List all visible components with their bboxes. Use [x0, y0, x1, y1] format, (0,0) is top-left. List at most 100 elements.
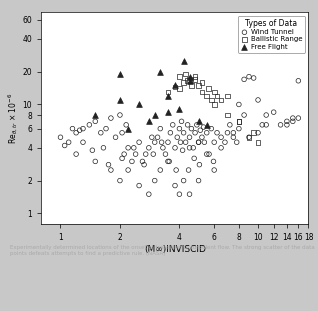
Wind Tunnel	[180, 148, 185, 153]
Wind Tunnel	[251, 76, 256, 81]
Free Flight	[117, 97, 122, 102]
Wind Tunnel	[242, 77, 247, 82]
Free Flight	[165, 110, 170, 115]
Wind Tunnel	[212, 168, 217, 173]
Ballistic Range	[255, 140, 260, 145]
Ballistic Range	[236, 119, 241, 124]
Ballistic Range	[185, 78, 190, 83]
Wind Tunnel	[278, 122, 283, 127]
Wind Tunnel	[133, 152, 138, 157]
Wind Tunnel	[246, 74, 252, 79]
Wind Tunnel	[155, 135, 160, 140]
Wind Tunnel	[126, 145, 131, 150]
Wind Tunnel	[167, 159, 172, 164]
Ballistic Range	[236, 119, 241, 124]
Free Flight	[196, 119, 201, 124]
Free Flight	[165, 93, 170, 98]
Ballistic Range	[196, 83, 201, 88]
Wind Tunnel	[234, 140, 239, 145]
Wind Tunnel	[231, 135, 236, 140]
Wind Tunnel	[246, 135, 252, 140]
Wind Tunnel	[165, 140, 170, 145]
Wind Tunnel	[103, 126, 108, 131]
Ballistic Range	[189, 83, 194, 88]
Wind Tunnel	[159, 140, 164, 145]
Free Flight	[126, 126, 131, 131]
Wind Tunnel	[140, 159, 145, 164]
Wind Tunnel	[255, 97, 260, 102]
Wind Tunnel	[120, 156, 125, 161]
Wind Tunnel	[172, 145, 177, 150]
Wind Tunnel	[163, 152, 168, 157]
Wind Tunnel	[177, 126, 182, 131]
Free Flight	[204, 122, 209, 127]
Free Flight	[172, 83, 177, 88]
Wind Tunnel	[290, 116, 295, 121]
Wind Tunnel	[201, 125, 206, 130]
Ballistic Range	[183, 72, 188, 77]
Ballistic Range	[225, 93, 230, 98]
Wind Tunnel	[121, 152, 127, 157]
Free Flight	[136, 102, 142, 107]
Wind Tunnel	[185, 122, 190, 127]
Ballistic Range	[204, 93, 209, 98]
Wind Tunnel	[296, 78, 301, 83]
Ballistic Range	[177, 86, 182, 91]
Free Flight	[158, 69, 163, 74]
Ballistic Range	[209, 97, 214, 102]
Wind Tunnel	[158, 168, 163, 173]
Wind Tunnel	[218, 135, 224, 140]
Ballistic Range	[199, 80, 204, 85]
Wind Tunnel	[93, 119, 98, 124]
Wind Tunnel	[183, 140, 188, 145]
Wind Tunnel	[90, 148, 95, 153]
Wind Tunnel	[87, 122, 92, 127]
Wind Tunnel	[108, 116, 114, 121]
Wind Tunnel	[136, 183, 142, 188]
Wind Tunnel	[214, 130, 219, 135]
Wind Tunnel	[284, 122, 289, 127]
Wind Tunnel	[143, 152, 148, 157]
Wind Tunnel	[264, 113, 269, 118]
Wind Tunnel	[204, 152, 209, 157]
Free Flight	[93, 113, 98, 118]
Wind Tunnel	[197, 162, 202, 167]
Wind Tunnel	[117, 113, 122, 118]
Wind Tunnel	[236, 126, 241, 131]
Wind Tunnel	[117, 178, 122, 183]
Ballistic Range	[251, 130, 256, 135]
Wind Tunnel	[181, 178, 186, 183]
Wind Tunnel	[175, 135, 180, 140]
Text: Experimentally determined locations of the onset of transition to turbulent flow: Experimentally determined locations of t…	[10, 245, 314, 256]
Ballistic Range	[199, 90, 204, 95]
Wind Tunnel	[178, 140, 183, 145]
Ballistic Range	[165, 90, 170, 95]
Wind Tunnel	[93, 159, 98, 164]
Ballistic Range	[212, 90, 217, 95]
Wind Tunnel	[108, 168, 114, 173]
Wind Tunnel	[186, 168, 191, 173]
Wind Tunnel	[191, 145, 196, 150]
Ballistic Range	[177, 74, 182, 79]
Free Flight	[187, 74, 192, 79]
Wind Tunnel	[271, 110, 276, 115]
Wind Tunnel	[124, 122, 129, 127]
Wind Tunnel	[206, 152, 211, 157]
Wind Tunnel	[192, 156, 197, 161]
Ballistic Range	[172, 84, 177, 89]
Wind Tunnel	[296, 116, 301, 121]
Wind Tunnel	[236, 102, 241, 107]
Ballistic Range	[246, 135, 252, 140]
Wind Tunnel	[264, 122, 269, 127]
Wind Tunnel	[218, 145, 224, 150]
Wind Tunnel	[189, 126, 194, 131]
Wind Tunnel	[113, 135, 118, 140]
Wind Tunnel	[227, 122, 232, 127]
Wind Tunnel	[187, 145, 192, 150]
Wind Tunnel	[80, 140, 86, 145]
Free Flight	[117, 72, 122, 77]
Wind Tunnel	[146, 145, 151, 150]
Wind Tunnel	[196, 140, 201, 145]
Wind Tunnel	[151, 152, 156, 157]
Wind Tunnel	[66, 140, 71, 145]
